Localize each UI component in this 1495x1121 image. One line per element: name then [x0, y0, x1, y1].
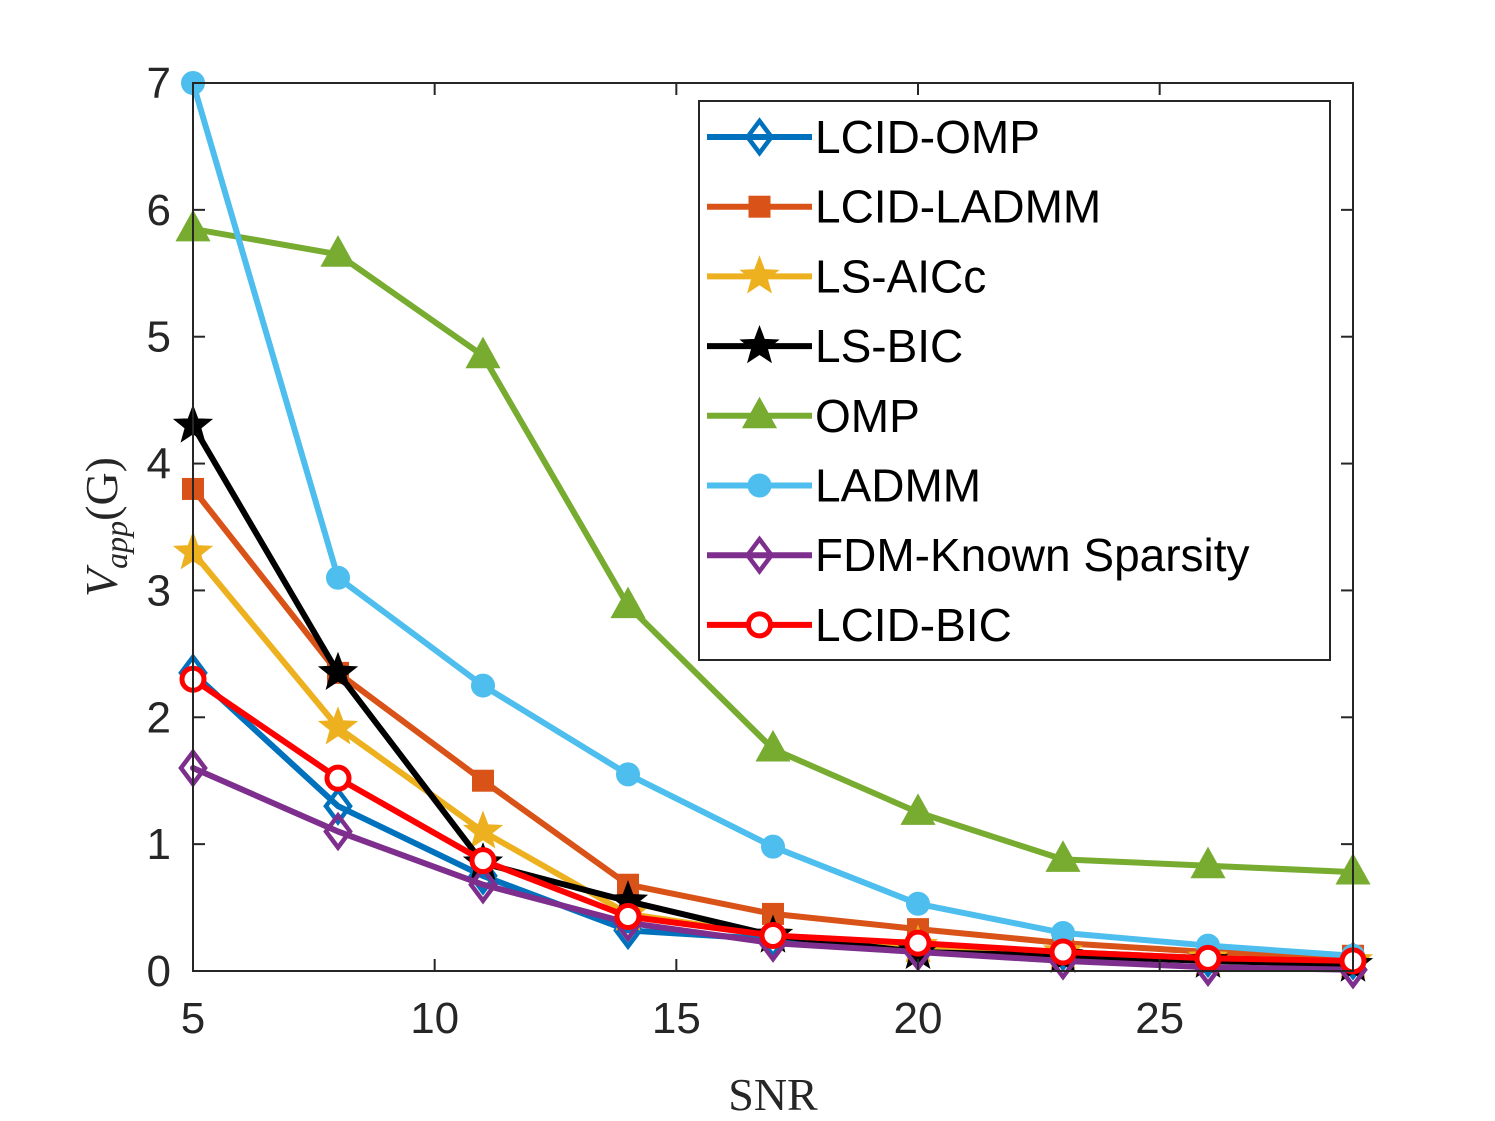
series-lcid-bic — [179, 665, 1367, 975]
legend-marker — [739, 324, 780, 364]
data-point — [1190, 846, 1226, 879]
y-tick-label: 2 — [147, 693, 171, 742]
data-point — [471, 673, 495, 698]
legend-label: LCID-BIC — [815, 599, 1012, 651]
data-point — [469, 847, 497, 875]
y-tick-label: 3 — [147, 566, 171, 615]
legend: LCID-OMP LCID-LADMM LS-AICc LS-BIC OMP LADMM F… — [698, 100, 1331, 661]
data-point — [906, 891, 930, 916]
data-point — [317, 706, 359, 745]
data-point — [904, 929, 932, 957]
x-tick-label: 5 — [181, 994, 205, 1043]
x-axis-title: SNR — [728, 1069, 818, 1120]
x-tick-label: 15 — [652, 994, 701, 1043]
data-point — [755, 729, 791, 762]
legend-label: FDM-Known Sparsity — [815, 529, 1250, 581]
legend-label: LS-BIC — [815, 320, 963, 372]
ticks-layer: 5 10 15 20 25 0 1 2 3 4 5 6 7 — [147, 59, 1353, 1043]
legend-entry: LS-AICc — [707, 250, 986, 302]
plot-frame — [192, 82, 1354, 972]
y-tick-label: 0 — [147, 947, 171, 996]
data-point — [472, 769, 494, 792]
y-tick-label: 1 — [147, 820, 171, 869]
legend-marker — [744, 117, 775, 157]
y-tick-label: 7 — [147, 59, 171, 108]
legend-marker — [748, 195, 771, 218]
axes-layer — [192, 82, 1354, 972]
y-axis-title: Vapp(G) — [76, 457, 134, 597]
data-point — [616, 762, 640, 787]
data-point — [1045, 840, 1081, 872]
x-tick-label: 10 — [410, 994, 459, 1043]
legend-entry: LCID-OMP — [707, 111, 1040, 163]
data-point — [900, 793, 936, 825]
series-layer — [172, 71, 1374, 990]
legend-box — [698, 100, 1331, 661]
legend-marker — [741, 396, 778, 429]
y-tick-label: 6 — [147, 186, 171, 235]
legend-entry: LADMM — [707, 460, 981, 512]
y-tick-label: 4 — [147, 440, 171, 489]
legend-label: LCID-LADMM — [815, 181, 1101, 233]
data-point — [323, 786, 353, 826]
y-axis-title-argument: (G) — [76, 457, 127, 521]
data-point — [320, 235, 356, 267]
data-point — [614, 902, 642, 930]
legend-label: LCID-OMP — [815, 111, 1040, 163]
data-point — [468, 864, 498, 905]
legend-marker — [739, 255, 780, 294]
legend-label: LADMM — [815, 460, 981, 512]
legend-entry: LCID-BIC — [707, 599, 1012, 651]
legend-label: OMP — [815, 390, 920, 442]
data-point — [610, 586, 646, 619]
y-tick-label: 5 — [147, 313, 171, 362]
legend-entry: LCID-LADMM — [707, 181, 1101, 233]
data-point — [465, 336, 501, 369]
y-axis-title-subscript: app — [98, 521, 134, 569]
data-point — [323, 811, 353, 852]
x-tick-label: 25 — [1135, 994, 1184, 1043]
legend-entry: OMP — [707, 390, 920, 442]
data-point — [759, 921, 787, 949]
legend-marker — [747, 473, 772, 498]
x-tick-label: 20 — [894, 994, 943, 1043]
legend-marker — [744, 535, 775, 575]
data-point — [324, 764, 352, 792]
data-point — [317, 651, 359, 691]
legend-entry: FDM-Known Sparsity — [707, 529, 1250, 581]
legend-marker — [746, 611, 773, 639]
data-point — [1049, 938, 1077, 966]
data-point — [462, 810, 504, 849]
legend-entry: LS-BIC — [707, 320, 963, 372]
legend-label: LS-AICc — [815, 250, 986, 302]
y-axis-title-base: V — [76, 564, 127, 597]
data-point — [326, 565, 350, 590]
data-point — [1194, 944, 1222, 972]
data-point — [761, 834, 785, 859]
